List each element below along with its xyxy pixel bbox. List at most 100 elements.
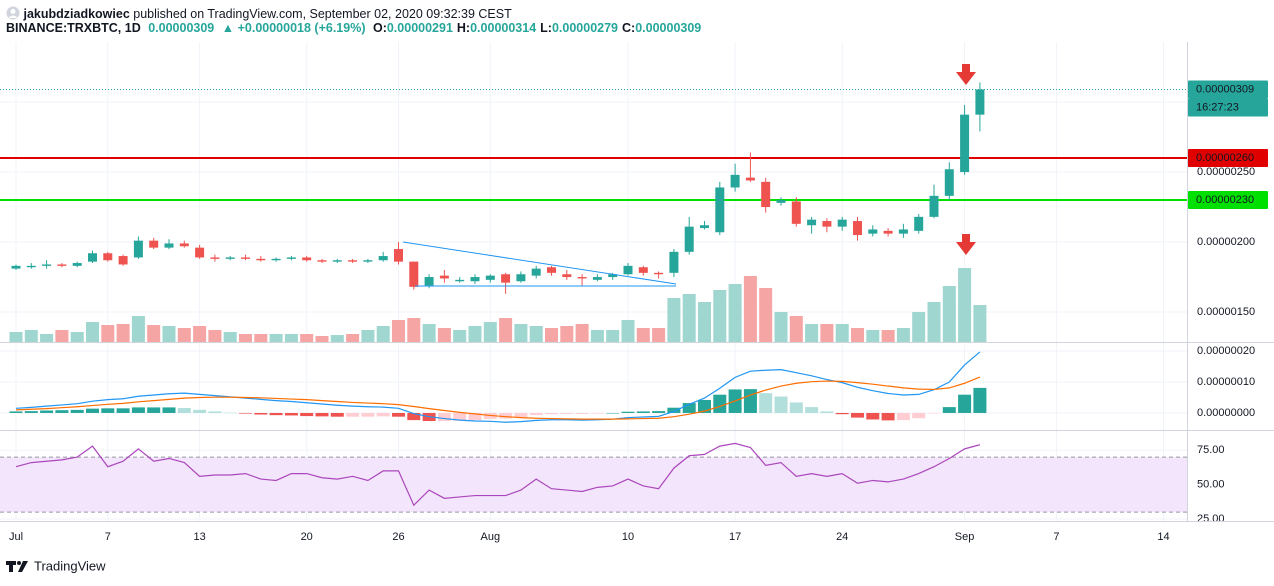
histogram-bar bbox=[239, 412, 252, 414]
volume-bar bbox=[239, 334, 252, 342]
histogram-bar bbox=[881, 412, 895, 421]
volume-bar bbox=[896, 328, 910, 342]
volume-bar bbox=[621, 320, 635, 342]
volume-bar bbox=[927, 302, 941, 342]
x-tick-label: 7 bbox=[105, 531, 111, 543]
candle-body bbox=[592, 277, 602, 280]
candle-body bbox=[179, 243, 189, 247]
histogram-bar bbox=[514, 412, 528, 417]
histogram-bar bbox=[9, 411, 23, 413]
histogram-bar bbox=[545, 412, 558, 415]
x-tick-label: 26 bbox=[392, 531, 404, 543]
histogram-bar bbox=[55, 410, 69, 413]
y-tick-label: 50.00 bbox=[1197, 478, 1225, 490]
volume-bar bbox=[636, 328, 650, 342]
arrow bbox=[956, 234, 976, 255]
volume-bar bbox=[437, 328, 451, 342]
candle-body bbox=[745, 177, 755, 181]
y-tick-label: 75.00 bbox=[1197, 444, 1225, 456]
candle-body bbox=[424, 277, 434, 286]
candle-body bbox=[914, 216, 924, 231]
symbol: BINANCE:TRXBTC, 1D bbox=[6, 21, 141, 35]
candle-body bbox=[271, 258, 281, 261]
x-tick-label: 24 bbox=[836, 531, 848, 543]
histogram-bar bbox=[927, 412, 941, 414]
volume-bar bbox=[590, 330, 604, 342]
volume-bar bbox=[254, 334, 268, 342]
volume-bar bbox=[147, 325, 161, 342]
candle-body bbox=[26, 265, 36, 268]
histogram-bar bbox=[713, 394, 727, 413]
candle-body bbox=[164, 243, 174, 248]
ohlc-value: 0.00000314 bbox=[470, 21, 537, 35]
candle-body bbox=[577, 277, 587, 279]
volume-bar bbox=[284, 334, 298, 342]
arrow bbox=[956, 64, 976, 85]
candle-body bbox=[715, 187, 725, 233]
candle-body bbox=[455, 279, 465, 282]
candle-body bbox=[241, 257, 250, 259]
volume-bar bbox=[269, 334, 283, 342]
candle-body bbox=[11, 265, 21, 269]
volume-bar bbox=[300, 334, 314, 342]
level-label: 0.00000230 bbox=[1196, 194, 1254, 206]
histogram-bar bbox=[743, 389, 757, 413]
volume-bar bbox=[912, 312, 926, 342]
change: ▲ +0.00000018 (+6.19%) bbox=[221, 21, 366, 35]
candle-body bbox=[42, 264, 52, 266]
histogram-bar bbox=[636, 411, 650, 413]
candle-body bbox=[608, 274, 618, 278]
volume-bar bbox=[529, 326, 543, 342]
volume-bar bbox=[820, 324, 834, 342]
histogram-bar bbox=[759, 393, 773, 413]
ohlc: O:0.00000291 H:0.00000314 L:0.00000279 C:0.… bbox=[369, 21, 701, 35]
candle-body bbox=[807, 219, 817, 226]
level-label-box bbox=[1188, 191, 1268, 210]
histogram-bar bbox=[912, 412, 926, 419]
ohlc-label: L: bbox=[540, 21, 552, 35]
histogram-bar bbox=[667, 407, 681, 413]
volume-bar bbox=[942, 286, 956, 342]
ohlc-value: 0.00000279 bbox=[551, 21, 619, 35]
histogram-bar bbox=[330, 412, 344, 417]
y-tick-label: 0.00000150 bbox=[1197, 306, 1255, 318]
last-price-label: 0.00000309 bbox=[1196, 83, 1254, 95]
volume-bar bbox=[131, 316, 145, 342]
header-line-2: BINANCE:TRXBTC, 1D 0.00000309 ▲ +0.00000… bbox=[6, 21, 701, 35]
histogram-bar bbox=[300, 412, 314, 417]
candle-body bbox=[88, 253, 97, 262]
histogram-bar bbox=[437, 412, 451, 422]
x-tick-label: Sep bbox=[955, 531, 975, 543]
histogram-bar bbox=[346, 412, 360, 417]
histogram-bar bbox=[131, 407, 145, 413]
candle-body bbox=[439, 275, 449, 279]
candle-body bbox=[853, 221, 862, 236]
volume-bar bbox=[866, 330, 880, 342]
volume-bar bbox=[499, 318, 513, 342]
histogram-bar bbox=[468, 412, 482, 421]
volume-bar bbox=[606, 330, 620, 342]
volume-bar bbox=[483, 322, 497, 342]
histogram-bar bbox=[682, 403, 696, 413]
volume-bar bbox=[208, 330, 222, 342]
candle-body bbox=[638, 267, 648, 273]
candle-body bbox=[960, 114, 970, 173]
candle-body bbox=[791, 201, 801, 224]
volume-bar bbox=[851, 328, 864, 342]
trend-line bbox=[402, 241, 677, 285]
volume-bar bbox=[468, 326, 482, 342]
volume-bar bbox=[759, 288, 773, 342]
candle-body bbox=[195, 247, 205, 258]
footer-brand: TradingView bbox=[34, 558, 106, 573]
price: 0.00000309 bbox=[148, 21, 215, 35]
histogram-bar bbox=[223, 412, 237, 414]
volume-bar bbox=[407, 318, 421, 342]
ohlc-value: 0.00000291 bbox=[386, 21, 453, 35]
histogram-bar bbox=[162, 407, 176, 413]
volume-bar bbox=[652, 328, 666, 342]
candle-body bbox=[501, 274, 511, 283]
candle-body bbox=[516, 274, 526, 282]
volume-bar bbox=[223, 332, 237, 342]
volume-bar bbox=[70, 332, 84, 342]
